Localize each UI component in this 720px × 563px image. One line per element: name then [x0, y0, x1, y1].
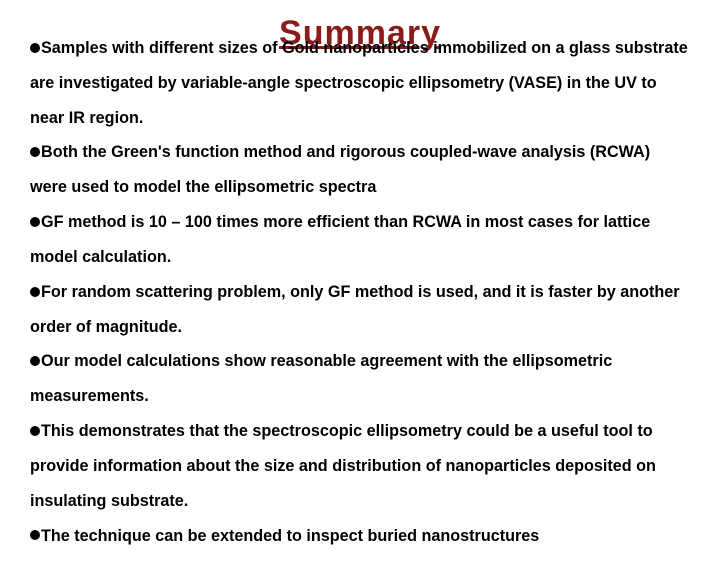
slide-body: Samples with different sizes of Gold nan…: [30, 31, 690, 553]
bullet-text-0: Samples with different sizes of Gold nan…: [30, 39, 688, 127]
bullet-text-6: The technique can be extended to inspect…: [41, 527, 539, 545]
bullet-icon: [30, 356, 40, 366]
bullet-icon: [30, 43, 40, 53]
bullet-icon: [30, 217, 40, 227]
bullet-text-2: GF method is 10 – 100 times more efficie…: [30, 213, 650, 266]
bullet-text-4: Our model calculations show reasonable a…: [30, 352, 612, 405]
bullet-text-1: Both the Green's function method and rig…: [30, 143, 650, 196]
bullet-icon: [30, 426, 40, 436]
bullet-icon: [30, 287, 40, 297]
bullet-icon: [30, 530, 40, 540]
bullet-text-5: This demonstrates that the spectroscopic…: [30, 422, 656, 510]
bullet-text-3: For random scattering problem, only GF m…: [30, 283, 680, 336]
bullet-icon: [30, 147, 40, 157]
slide-container: Summary Samples with different sizes of …: [0, 0, 720, 563]
